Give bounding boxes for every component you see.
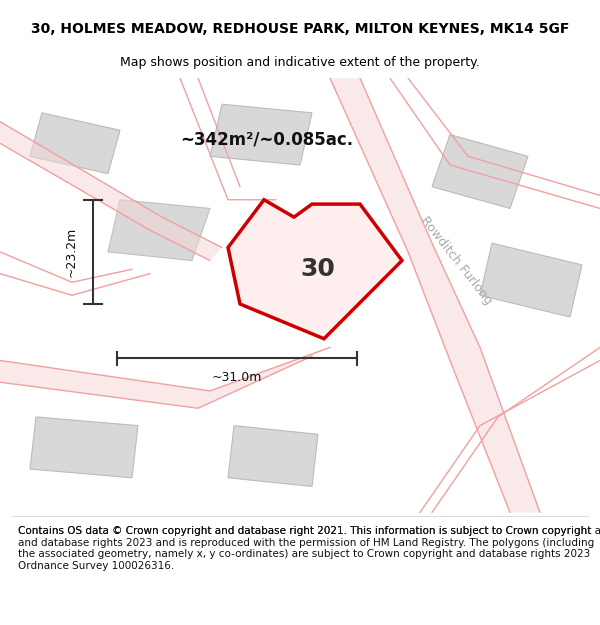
- Text: 30, HOLMES MEADOW, REDHOUSE PARK, MILTON KEYNES, MK14 5GF: 30, HOLMES MEADOW, REDHOUSE PARK, MILTON…: [31, 22, 569, 36]
- Text: ~342m²/~0.085ac.: ~342m²/~0.085ac.: [180, 130, 353, 148]
- Text: ~23.2m: ~23.2m: [65, 227, 78, 277]
- Polygon shape: [0, 348, 330, 408]
- Text: Map shows position and indicative extent of the property.: Map shows position and indicative extent…: [120, 56, 480, 69]
- Polygon shape: [108, 200, 210, 261]
- Polygon shape: [432, 134, 528, 209]
- Text: Rowditch Furlong: Rowditch Furlong: [418, 214, 494, 307]
- Polygon shape: [228, 200, 402, 339]
- Polygon shape: [228, 426, 318, 486]
- Text: Contains OS data © Crown copyright and database right 2021. This information is : Contains OS data © Crown copyright and d…: [18, 526, 600, 536]
- Text: ~31.0m: ~31.0m: [212, 371, 262, 384]
- Polygon shape: [30, 417, 138, 478]
- Polygon shape: [210, 104, 312, 165]
- Polygon shape: [480, 243, 582, 317]
- Polygon shape: [0, 121, 222, 261]
- Polygon shape: [30, 113, 120, 174]
- Text: 30: 30: [301, 258, 335, 281]
- Polygon shape: [252, 234, 336, 295]
- Text: Contains OS data © Crown copyright and database right 2021. This information is : Contains OS data © Crown copyright and d…: [18, 526, 594, 571]
- Polygon shape: [330, 78, 540, 512]
